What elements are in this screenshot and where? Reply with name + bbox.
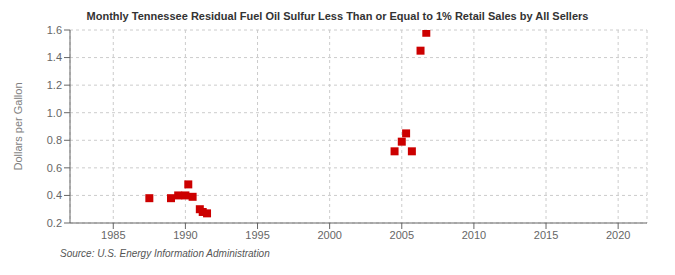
svg-text:2020: 2020 xyxy=(606,229,630,241)
svg-text:1990: 1990 xyxy=(173,229,197,241)
svg-text:0.6: 0.6 xyxy=(47,162,62,174)
svg-text:2000: 2000 xyxy=(317,229,341,241)
svg-text:1985: 1985 xyxy=(101,229,125,241)
html-text:Monthly Tennessee Residual Fue: Monthly Tennessee Residual Fuel Oil Sulf… xyxy=(86,10,589,22)
svg-text:Dollars per Gallon: Dollars per Gallon xyxy=(12,82,24,170)
svg-text:1.4: 1.4 xyxy=(47,51,62,63)
svg-text:1.2: 1.2 xyxy=(47,79,62,91)
svg-text:1.6: 1.6 xyxy=(47,24,62,36)
svg-text:1.0: 1.0 xyxy=(47,107,62,119)
svg-text:2010: 2010 xyxy=(462,229,486,241)
html-text:Source: U.S. Energy Informatio: Source: U.S. Energy Information Administ… xyxy=(60,248,270,259)
svg-text:1995: 1995 xyxy=(245,229,269,241)
svg-text:2005: 2005 xyxy=(390,229,414,241)
svg-text:2015: 2015 xyxy=(534,229,558,241)
svg-text:0.4: 0.4 xyxy=(47,189,62,201)
svg-text:0.8: 0.8 xyxy=(47,134,62,146)
svg-text:0.2: 0.2 xyxy=(47,217,62,229)
